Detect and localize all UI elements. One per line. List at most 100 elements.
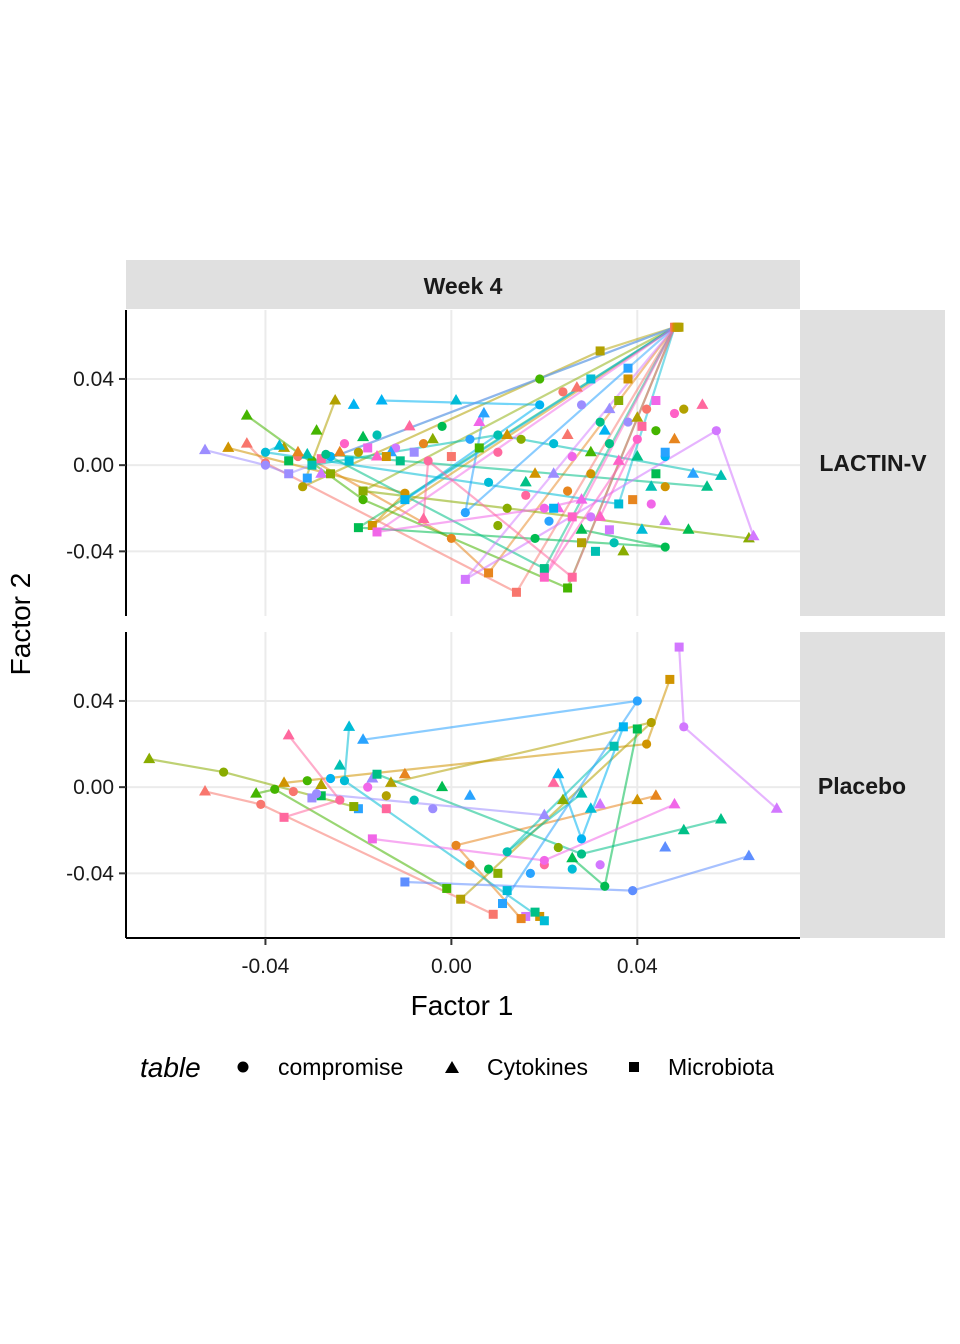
connector-line: [464, 367, 629, 514]
data-point: [539, 572, 549, 582]
connector-line: [571, 326, 676, 578]
data-point: [403, 419, 416, 431]
connector-line: [343, 726, 351, 781]
data-point: [558, 387, 568, 397]
legend-label-microbiota: Microbiota: [668, 1054, 774, 1080]
connector-line: [404, 880, 633, 892]
data-point: [682, 523, 695, 534]
data-point: [339, 439, 350, 449]
data-point: [474, 443, 484, 453]
data-point: [343, 720, 356, 731]
data-point: [631, 450, 644, 461]
data-point: [307, 460, 317, 470]
data-point: [344, 456, 354, 466]
data-point: [501, 428, 514, 439]
series-lines: [204, 326, 755, 594]
data-point: [321, 449, 331, 459]
data-point: [273, 439, 286, 450]
data-point: [381, 791, 391, 801]
data-point: [651, 426, 661, 436]
data-point: [567, 451, 577, 462]
data-point: [530, 907, 540, 917]
connector-line: [599, 438, 639, 518]
data-point: [418, 439, 429, 449]
connector-line: [301, 400, 337, 488]
data-point: [409, 447, 419, 457]
data-point: [576, 834, 587, 844]
data-point: [669, 408, 680, 419]
data-point: [519, 475, 532, 487]
data-point: [563, 583, 573, 593]
data-point: [371, 450, 384, 461]
data-point: [553, 842, 563, 853]
data-point: [614, 499, 624, 509]
data-point: [367, 520, 377, 530]
data-point: [460, 507, 470, 518]
data-point: [282, 728, 295, 740]
y-axis-title: Factor 2: [5, 573, 36, 676]
connector-line: [376, 507, 545, 534]
connector-line: [543, 803, 675, 862]
data-point: [473, 415, 486, 427]
connector-line: [376, 326, 676, 533]
legend-label-compromise: compromise: [278, 1054, 403, 1080]
data-point: [483, 864, 494, 874]
data-point: [590, 546, 600, 556]
data-point: [547, 467, 560, 478]
data-point: [577, 538, 587, 548]
connector-line: [288, 326, 675, 475]
data-point: [649, 789, 662, 800]
data-point: [357, 430, 370, 442]
connector-line: [571, 857, 606, 888]
data-point: [711, 426, 721, 436]
data-point: [315, 467, 328, 478]
data-point: [642, 404, 652, 414]
connector-line: [362, 498, 569, 589]
data-point: [333, 759, 346, 770]
data-point: [302, 776, 312, 786]
data-point: [598, 424, 611, 435]
data-point: [575, 787, 588, 798]
data-point: [358, 495, 368, 505]
data-point: [329, 394, 342, 405]
data-point: [493, 447, 503, 457]
legend-label-cytokines: Cytokines: [487, 1054, 588, 1080]
data-point: [284, 469, 294, 479]
y-tick-label: -0.04: [66, 540, 114, 563]
data-point: [395, 456, 405, 466]
data-point: [446, 452, 456, 462]
connector-line: [557, 773, 583, 840]
data-point: [567, 572, 577, 582]
data-point: [561, 428, 574, 439]
connector-line: [223, 771, 355, 808]
data-point: [567, 864, 577, 874]
data-point: [409, 795, 419, 805]
data-point: [538, 808, 551, 820]
data-point: [628, 495, 638, 505]
data-point: [372, 430, 382, 440]
data-point: [493, 430, 503, 440]
data-point: [347, 398, 360, 409]
data-point: [659, 840, 672, 852]
legend: table compromise Cytokines Microbiota: [140, 1052, 774, 1083]
data-point: [586, 512, 596, 522]
data-point: [617, 544, 630, 556]
connector-line: [204, 790, 262, 806]
connector-line: [204, 449, 266, 467]
data-point: [539, 503, 549, 513]
data-point: [637, 421, 647, 431]
data-point: [530, 533, 540, 544]
data-point: [417, 512, 430, 524]
data-point: [483, 477, 494, 487]
data-point: [549, 439, 559, 449]
data-point: [398, 767, 411, 779]
data-point: [446, 533, 456, 544]
data-point: [363, 782, 373, 792]
panel-placebo: [126, 632, 800, 938]
data-point: [307, 793, 317, 803]
data-point: [747, 529, 760, 541]
data-point: [240, 437, 253, 448]
data-point: [665, 674, 675, 684]
data-point: [502, 847, 512, 857]
